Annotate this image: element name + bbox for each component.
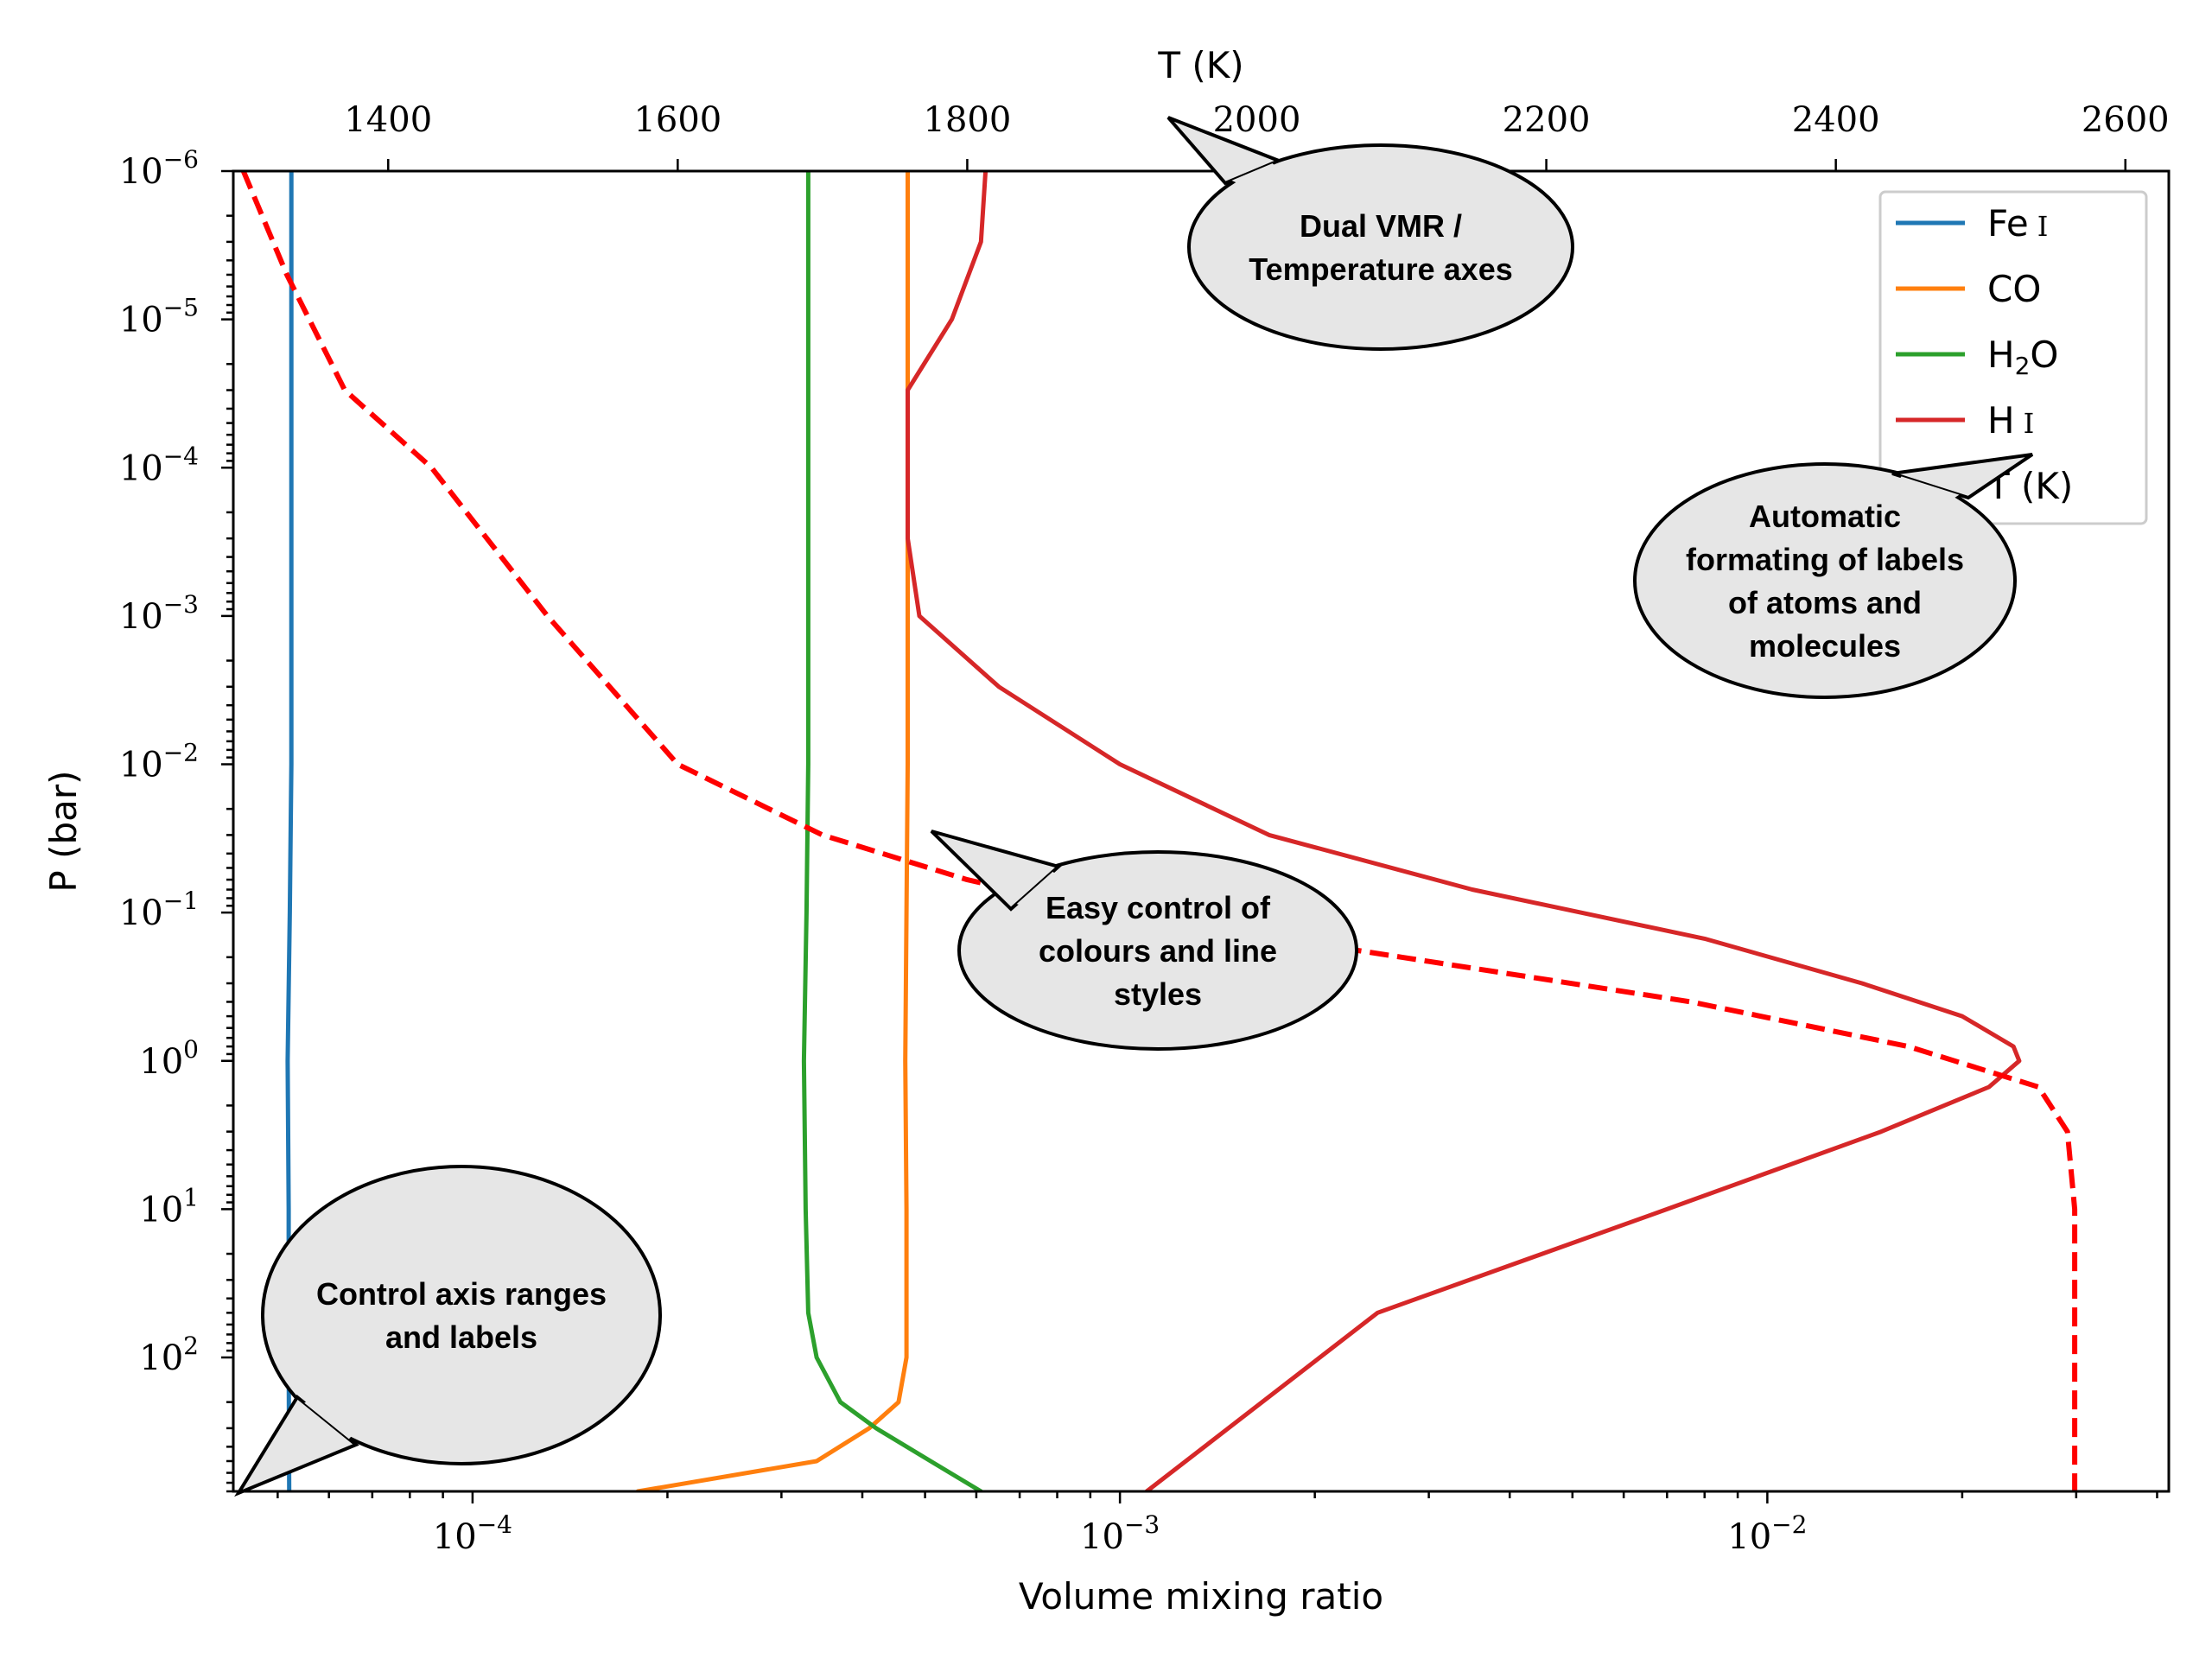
callout-text: of atoms and	[1728, 585, 1922, 620]
y-tick-label: 10−5	[119, 294, 199, 340]
callout-ellipse	[957, 850, 1358, 1051]
legend-box	[1878, 190, 2148, 525]
callout-text: Easy control of	[1046, 890, 1271, 925]
callout-seam	[1891, 476, 1960, 505]
top-tick-label: 1800	[924, 100, 1012, 140]
legend-label: Fe I	[1987, 202, 2048, 245]
tick-label-layer: 10−4 10−3 10−2 10−6 10−5 10−4 10−3 10−2 10−1 100 1…	[119, 100, 2170, 1557]
y-tick-label: 100	[139, 1035, 199, 1082]
callout-text: Automatic	[1749, 499, 1901, 534]
y-tick-label: 10−2	[119, 739, 199, 785]
callout-text: Dual VMR /	[1300, 208, 1462, 244]
y-tick-label: 102	[139, 1332, 199, 1378]
series-line-h-o	[801, 171, 983, 1491]
callout-seam	[1016, 871, 1065, 910]
series-line-co	[635, 171, 910, 1491]
top-axis-title: T (K)	[1157, 44, 1243, 86]
top-tick-label: 2600	[2082, 100, 2170, 140]
callout-ellipse	[261, 1165, 662, 1465]
callout-layer: Dual VMR / Temperature axes Automatic forma…	[234, 116, 2034, 1497]
top-tick-label: 2000	[1213, 100, 1301, 140]
x-tick-label: 10−4	[433, 1510, 512, 1557]
callout-seam	[304, 1392, 363, 1440]
callout-bubble: Control axis ranges and labels	[234, 1165, 662, 1497]
callout-seam	[1231, 163, 1286, 189]
callout-ellipse	[1633, 462, 2017, 699]
callout-text: styles	[1114, 976, 1202, 1012]
callout-bubble: Automatic formating of labels of atoms and…	[1633, 453, 2034, 699]
plot-frame	[232, 169, 2171, 1493]
legend-label: H2O	[1987, 334, 2058, 380]
x-tick-label: 10−3	[1080, 1510, 1160, 1557]
y-tick-label: 10−4	[119, 442, 199, 488]
y-tick-label: 10−1	[119, 887, 199, 933]
callout-bubble: Easy control of colours and line styles	[930, 830, 1358, 1051]
callout-text: molecules	[1749, 628, 1901, 664]
callout-text: colours and line	[1039, 933, 1277, 969]
callout-text: and labels	[385, 1319, 537, 1355]
legend-label: CO	[1987, 268, 2041, 310]
top-tick-label: 1400	[344, 100, 432, 140]
callout-text: formating of labels	[1686, 542, 1964, 577]
y-tick-label: 10−3	[119, 590, 199, 637]
top-tick-label: 2200	[1503, 100, 1591, 140]
y-tick-label: 10−6	[119, 145, 199, 192]
series-line-h-i	[906, 171, 2022, 1491]
callout-bubble: Dual VMR / Temperature axes	[1166, 116, 1574, 351]
top-tick-label: 2400	[1792, 100, 1880, 140]
top-tick-label: 1600	[633, 100, 721, 140]
x-axis-title: Volume mixing ratio	[1019, 1575, 1383, 1618]
callout-ellipse	[1187, 143, 1574, 351]
callout-text: Control axis ranges	[316, 1276, 607, 1312]
x-tick-label: 10−2	[1727, 1510, 1807, 1557]
y-tick-label: 101	[139, 1183, 199, 1230]
callout-text: Temperature axes	[1249, 251, 1513, 287]
y-axis-title: P (bar)	[42, 770, 85, 892]
